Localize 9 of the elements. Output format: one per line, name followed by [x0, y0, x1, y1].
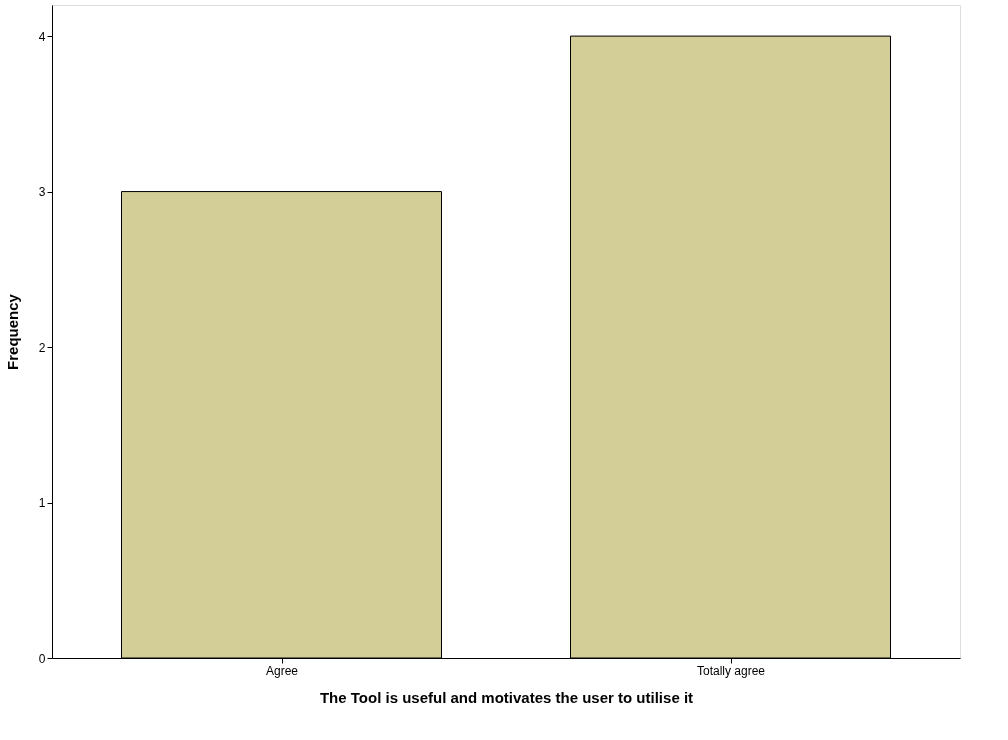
x-tick-label: Agree	[265, 663, 299, 678]
y-tick-label: 2	[38, 340, 46, 355]
x-tick-label: Totally agree	[696, 663, 766, 678]
y-axis-title: Frequency	[3, 293, 21, 370]
y-tick-label: 4	[38, 29, 46, 44]
y-tick-label: 3	[38, 185, 46, 200]
x-axis-title: The Tool is useful and motivates the user to utilise it	[319, 688, 694, 706]
y-tick-label: 1	[38, 496, 46, 511]
y-tick-label: 0	[38, 651, 46, 666]
